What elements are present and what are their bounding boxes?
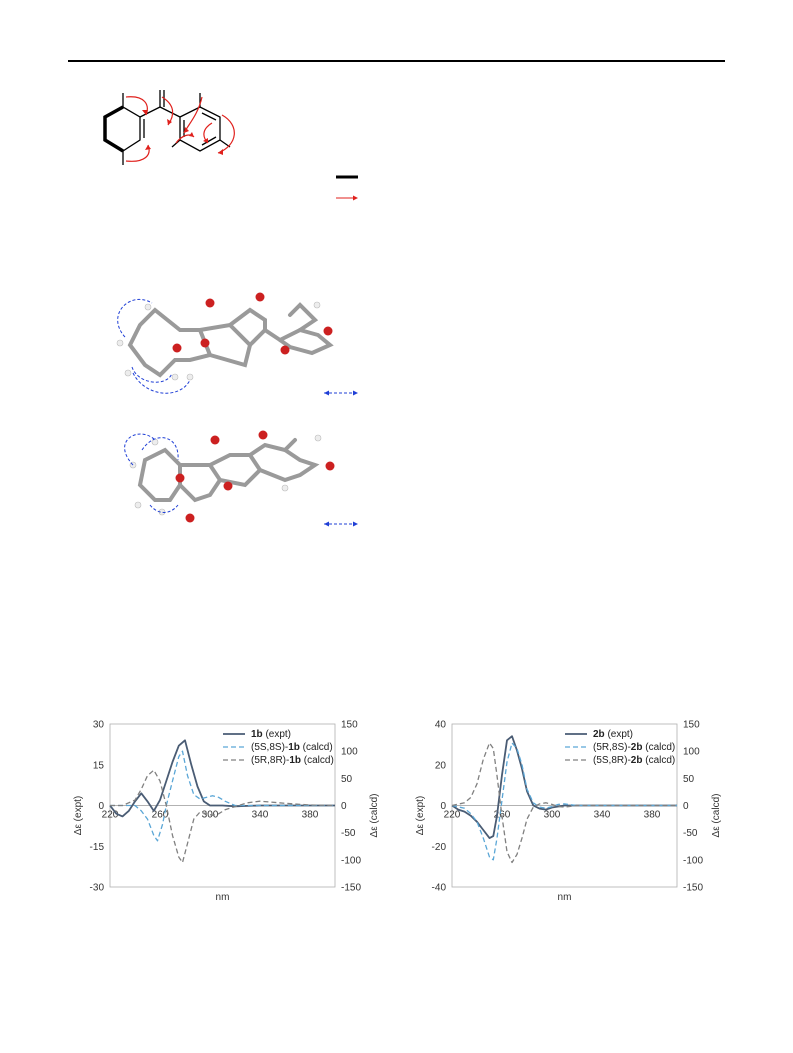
y-right-tick-label: -50 — [341, 828, 356, 839]
noesy-arrows-2b — [124, 433, 179, 513]
y-left-axis-label: Δε (expt) — [415, 796, 426, 835]
y-right-tick-label: 100 — [683, 747, 700, 758]
y-right-tick-label: 100 — [341, 747, 358, 758]
legend-entry: (5S,8S)-1b (calcd) — [251, 742, 333, 753]
cosy-bonds — [103, 105, 124, 153]
hmbc-legend-arrowhead — [353, 195, 358, 201]
y-right-axis-label: Δε (calcd) — [711, 794, 722, 838]
x-tick-label: 380 — [644, 810, 661, 821]
y-right-tick-label: -150 — [683, 883, 703, 894]
conformer-2b-hydrogens — [129, 434, 322, 516]
x-tick-label: 340 — [594, 810, 611, 821]
y-right-tick-label: -50 — [683, 828, 698, 839]
x-tick-label: 380 — [302, 810, 319, 821]
hmbc-arrowheads — [142, 110, 223, 155]
y-right-tick-label: -100 — [341, 855, 361, 866]
y-left-tick-label: -30 — [90, 883, 105, 894]
conformer-1b-hydrogens — [116, 301, 321, 381]
y-right-tick-label: 150 — [683, 720, 700, 731]
ecd-chart-1b: 220 260 300 340 38030150-15-30150100500-50-1… — [73, 720, 380, 904]
series-line-3 — [110, 769, 336, 864]
x-tick-label: 220 — [102, 810, 119, 821]
y-left-tick-label: 0 — [98, 801, 104, 812]
conformer-1b-bonds — [127, 302, 334, 378]
y-left-tick-label: -15 — [90, 842, 105, 853]
y-right-tick-label: 50 — [341, 774, 353, 785]
legend-entry: (5R,8S)-2b (calcd) — [593, 742, 675, 753]
legend-entry: 1b (expt) — [251, 729, 291, 740]
series-line-2 — [110, 750, 335, 842]
conformer-2b-bonds — [137, 438, 320, 503]
legend-entry: 2b (expt) — [593, 729, 633, 740]
noesy-arrows-1b — [117, 298, 191, 394]
x-tick-label: 260 — [152, 810, 169, 821]
y-left-tick-label: 0 — [440, 801, 446, 812]
y-left-tick-label: 15 — [93, 760, 105, 771]
y-left-tick-label: -40 — [432, 883, 447, 894]
y-right-tick-label: 50 — [683, 774, 695, 785]
legend-entry: (5S,8R)-2b (calcd) — [593, 755, 675, 766]
y-left-axis-label: Δε (expt) — [73, 796, 84, 835]
conformer-1b-oxygens — [172, 292, 333, 355]
page-header-rule — [68, 60, 725, 62]
y-right-axis-label: Δε (calcd) — [369, 794, 380, 838]
series-line-2 — [451, 742, 677, 861]
y-right-tick-label: 0 — [683, 801, 689, 812]
x-axis-label: nm — [558, 892, 572, 903]
y-right-tick-label: -150 — [341, 883, 361, 894]
x-tick-label: 340 — [252, 810, 269, 821]
x-tick-label: 300 — [544, 810, 561, 821]
legend-entry: (5R,8R)-1b (calcd) — [251, 755, 334, 766]
ecd-chart-2b: 220 260 300 340 38040200-20-40150100500-50-1… — [415, 720, 722, 904]
x-axis-label: nm — [216, 892, 230, 903]
y-left-tick-label: 40 — [435, 720, 447, 731]
y-left-tick-label: -20 — [432, 842, 447, 853]
structure-skeleton — [104, 90, 231, 165]
x-tick-label: 220 — [444, 810, 461, 821]
y-right-tick-label: 0 — [341, 801, 347, 812]
y-left-tick-label: 20 — [435, 760, 447, 771]
y-right-tick-label: 150 — [341, 720, 358, 731]
cosy-hmbc-structure — [103, 90, 358, 201]
conformer-1b-noesy — [116, 292, 358, 396]
series-line-3 — [451, 742, 677, 864]
y-left-tick-label: 30 — [93, 720, 105, 731]
y-right-tick-label: -100 — [683, 855, 703, 866]
conformer-2b-oxygens — [175, 430, 335, 523]
conformer-2b-noesy — [124, 430, 358, 527]
